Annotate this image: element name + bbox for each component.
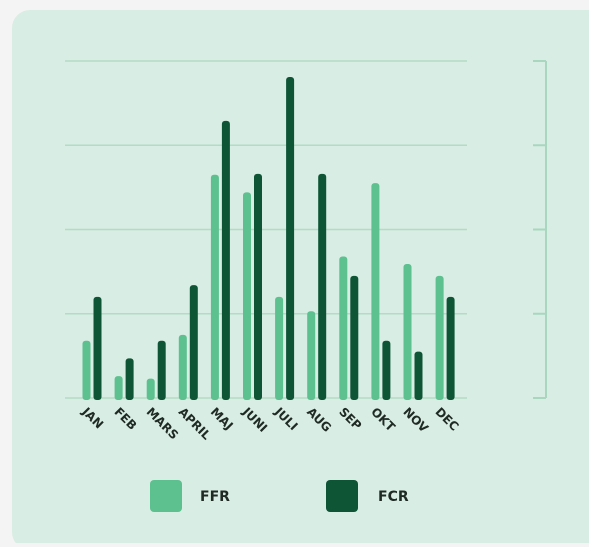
bar: [178, 334, 187, 400]
bar: [307, 311, 316, 400]
bar: [189, 285, 198, 400]
card: [12, 10, 589, 547]
legend-swatch: [326, 480, 358, 512]
bar: [114, 376, 123, 400]
bar: [414, 351, 423, 400]
legend-label: FCR: [378, 489, 409, 505]
bar: [350, 275, 359, 400]
bar: [318, 173, 327, 400]
bar: [435, 275, 444, 400]
bar: [146, 378, 155, 400]
bar: [93, 296, 102, 400]
bar: [221, 120, 230, 400]
bar: [403, 264, 412, 400]
bar: [371, 183, 380, 400]
legend-label: FFR: [200, 489, 230, 505]
bar: [125, 358, 134, 400]
bar: [446, 296, 455, 400]
bar: [82, 340, 91, 400]
bar: [157, 340, 166, 400]
bar: [254, 173, 262, 400]
bar: [210, 174, 219, 400]
legend-swatch: [150, 480, 182, 512]
bar: [243, 192, 251, 400]
bar: [382, 340, 391, 400]
bar: [275, 296, 284, 400]
bar: [339, 256, 348, 400]
bar: [286, 77, 295, 400]
